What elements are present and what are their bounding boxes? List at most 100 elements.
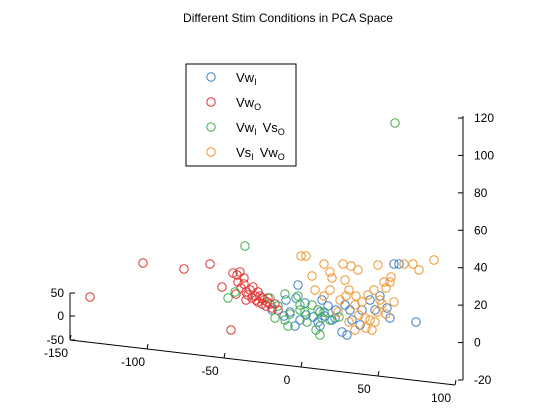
z-tick-label: 120 xyxy=(474,111,494,125)
data-point xyxy=(307,300,317,310)
data-point xyxy=(399,259,409,269)
data-point xyxy=(281,295,291,305)
data-point xyxy=(291,293,301,303)
data-point xyxy=(367,325,377,335)
data-point xyxy=(365,295,375,305)
legend-marker xyxy=(206,97,216,107)
data-point xyxy=(381,283,391,293)
data-point xyxy=(295,315,305,325)
x-tick-label: -150 xyxy=(44,346,68,360)
data-point xyxy=(345,305,355,315)
data-point xyxy=(338,259,348,269)
y-tick-label: -50 xyxy=(47,333,65,347)
legend-marker xyxy=(206,147,216,157)
data-point xyxy=(315,307,325,317)
data-point xyxy=(295,300,305,310)
data-point xyxy=(327,273,337,283)
data-point xyxy=(265,293,275,303)
data-point xyxy=(330,313,340,323)
data-point xyxy=(370,317,380,327)
z-tick-label: 40 xyxy=(474,261,488,275)
data-point xyxy=(344,317,354,327)
data-point xyxy=(273,305,283,315)
data-point xyxy=(301,251,311,261)
legend-marker xyxy=(206,72,216,82)
data-point xyxy=(325,285,335,295)
data-point xyxy=(389,297,399,307)
data-point xyxy=(333,307,343,317)
series-3 xyxy=(223,118,400,340)
data-point xyxy=(283,321,293,331)
data-point xyxy=(369,285,379,295)
data-point xyxy=(372,307,382,317)
data-point xyxy=(370,305,380,315)
data-point xyxy=(334,312,344,322)
data-point xyxy=(240,241,250,251)
data-point xyxy=(85,292,95,302)
data-point xyxy=(313,305,323,315)
data-point xyxy=(354,310,364,320)
data-point xyxy=(296,251,306,261)
data-point xyxy=(355,320,365,330)
legend-marker xyxy=(206,122,216,132)
data-point xyxy=(280,289,290,299)
data-point xyxy=(231,289,241,299)
data-point xyxy=(429,255,439,265)
x-tick-mark xyxy=(377,370,380,377)
z-tick-label: 60 xyxy=(474,223,488,237)
data-point xyxy=(179,264,189,274)
data-point xyxy=(270,313,280,323)
chart-title: Different Stim Conditions in PCA Space xyxy=(183,11,393,25)
data-point xyxy=(300,307,310,317)
axes: -150 -100 -50 0 50 100 -50 0 50 -20 0 20 40 60 80 100 12… xyxy=(44,111,494,405)
data-point xyxy=(319,259,329,269)
legend-entry-label: VwI xyxy=(236,70,257,87)
data-point xyxy=(226,325,236,335)
data-point xyxy=(205,259,215,269)
legend-entry-label: VwI VsO xyxy=(236,120,285,137)
data-point xyxy=(230,287,240,297)
data-point xyxy=(223,293,233,303)
data-point xyxy=(365,315,375,325)
x-tick-label: -50 xyxy=(201,364,219,378)
x-tick-label: -100 xyxy=(121,355,145,369)
data-point xyxy=(346,261,356,271)
legend: VwI VwO VwI VsO VsI VwO xyxy=(185,63,297,167)
series-4 xyxy=(296,251,439,335)
data-point xyxy=(341,291,351,301)
data-point xyxy=(344,285,354,295)
data-point xyxy=(381,309,391,319)
data-point xyxy=(325,267,335,277)
data-point xyxy=(319,291,329,301)
data-point xyxy=(342,330,352,340)
data-point xyxy=(319,307,329,317)
data-point xyxy=(350,300,360,310)
data-point xyxy=(353,265,363,275)
data-point xyxy=(361,323,371,333)
series-2 xyxy=(85,258,283,335)
data-point xyxy=(394,259,404,269)
data-point xyxy=(285,309,295,319)
z-tick-label: 20 xyxy=(474,298,488,312)
data-point xyxy=(414,265,424,275)
x-tick-mark xyxy=(454,379,457,386)
data-point xyxy=(363,290,373,300)
data-point xyxy=(300,298,310,308)
legend-entry-label: VwO xyxy=(236,95,261,112)
data-point xyxy=(241,295,251,305)
legend-entry-label: VsI VwO xyxy=(236,145,285,162)
data-point xyxy=(285,307,295,317)
data-point xyxy=(390,118,400,128)
data-point xyxy=(335,295,345,305)
data-point xyxy=(385,277,395,287)
data-point xyxy=(138,258,148,268)
data-point xyxy=(308,312,318,322)
data-point xyxy=(315,330,325,340)
y-tick-label: 50 xyxy=(51,286,65,300)
data-point xyxy=(323,301,333,311)
x-tick-mark xyxy=(300,361,303,368)
data-point xyxy=(290,321,300,331)
data-point xyxy=(307,271,317,281)
data-point xyxy=(360,313,370,323)
